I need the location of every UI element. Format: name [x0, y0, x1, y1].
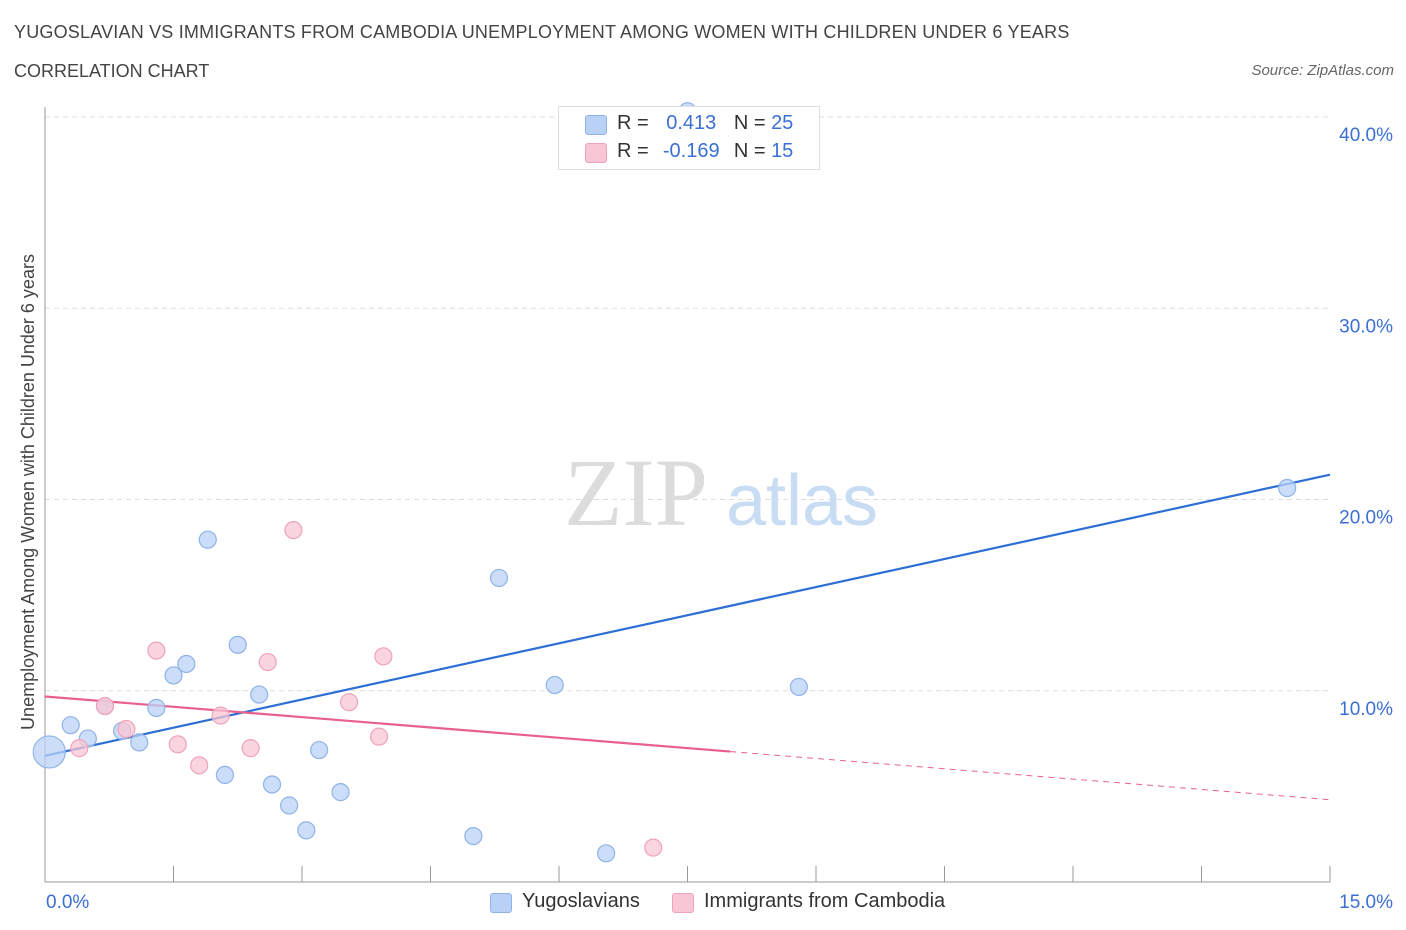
pink-swatch [672, 893, 694, 913]
point-yugoslavians [489, 568, 509, 588]
point-yugoslavians [280, 796, 299, 815]
r-label: R = [617, 112, 649, 134]
x-tick-label: 15.0% [1339, 892, 1393, 913]
blue-swatch [585, 115, 607, 135]
point-yugoslavians [789, 677, 808, 697]
point-cambodia [211, 706, 230, 725]
legend-item-yugoslavians: Yugoslavians [490, 890, 640, 913]
point-yugoslavians [262, 775, 282, 794]
point-yugoslavians [177, 654, 196, 674]
point-cambodia [258, 652, 277, 672]
point-cambodia [190, 756, 209, 775]
r-value: 0.413 [666, 112, 717, 134]
y-tick-label: 40.0% [1339, 125, 1393, 146]
point-cambodia [644, 838, 663, 857]
point-yugoslavians [61, 716, 80, 735]
point-yugoslavians [198, 530, 217, 549]
point-yugoslavians [32, 735, 66, 769]
point-yugoslavians [147, 698, 166, 718]
blue-swatch [490, 893, 512, 913]
point-yugoslavians [297, 821, 316, 840]
n-value: 25 [771, 112, 794, 134]
stats-legend: R = 0.413 N = 25 R = -0.169 N = 15 [558, 106, 820, 170]
grid-lines [45, 116, 1330, 692]
point-yugoslavians [597, 844, 616, 863]
x-tick-label: 0.0% [46, 892, 89, 913]
point-cambodia [117, 719, 136, 739]
n-label: N = [733, 112, 766, 134]
point-yugoslavians [250, 685, 269, 704]
watermark: ZIP atlas [564, 439, 878, 546]
y-tick-label: 30.0% [1339, 316, 1393, 337]
point-cambodia [370, 727, 389, 746]
legend-label: Immigrants from Cambodia [704, 890, 946, 912]
point-yugoslavians [464, 826, 483, 846]
n-value: 15 [771, 140, 794, 162]
r-value: -0.169 [662, 140, 720, 162]
point-cambodia [95, 696, 115, 716]
y-tick-labels: 10.0% 20.0% 30.0% 40.0% [1339, 125, 1393, 720]
point-cambodia [168, 735, 187, 754]
point-cambodia [241, 739, 260, 758]
point-cambodia [70, 739, 89, 758]
r-label: R = [617, 140, 649, 162]
watermark-zip: ZIP [564, 439, 708, 546]
point-yugoslavians [130, 733, 149, 752]
data-points [32, 102, 1297, 863]
chart-subtitle: CORRELATION CHART [14, 61, 210, 81]
point-cambodia [147, 641, 166, 660]
y-tick-label: 10.0% [1339, 699, 1393, 720]
point-yugoslavians [545, 675, 564, 695]
y-tick-label: 20.0% [1339, 508, 1393, 529]
point-yugoslavians [215, 765, 234, 785]
x-tick-labels: 0.0% 15.0% [46, 892, 1393, 913]
point-cambodia [284, 520, 303, 540]
watermark-atlas: atlas [726, 461, 878, 541]
y-axis-label: Unemployment Among Women with Children U… [18, 254, 38, 730]
chart-title: YUGOSLAVIAN VS IMMIGRANTS FROM CAMBODIA … [14, 22, 1070, 42]
point-yugoslavians [1278, 478, 1297, 498]
legend-item-cambodia: Immigrants from Cambodia [672, 890, 945, 913]
point-yugoslavians [310, 740, 329, 760]
trendline-cambodia-dashed [730, 751, 1331, 801]
point-yugoslavians [164, 666, 183, 685]
source-label: Source: ZipAtlas.com [1251, 62, 1394, 79]
point-yugoslavians [228, 635, 247, 654]
n-label: N = [733, 140, 766, 162]
point-yugoslavians [331, 783, 350, 802]
point-cambodia [374, 647, 393, 666]
pink-swatch [585, 143, 607, 163]
point-cambodia [340, 693, 359, 712]
trendline-yugoslavians [44, 473, 1331, 757]
legend-label: Yugoslavians [522, 890, 640, 912]
